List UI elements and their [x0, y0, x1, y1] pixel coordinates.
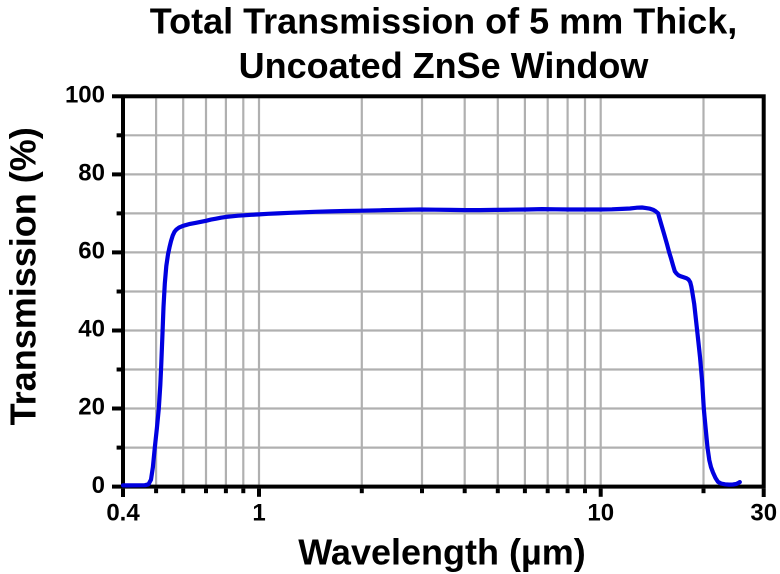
svg-text:20: 20	[78, 394, 105, 421]
svg-text:0.4: 0.4	[106, 500, 140, 527]
svg-text:Uncoated ZnSe Window: Uncoated ZnSe Window	[239, 45, 650, 86]
svg-text:0: 0	[92, 472, 105, 499]
svg-text:10: 10	[587, 500, 614, 527]
svg-text:Total Transmission of 5 mm Thi: Total Transmission of 5 mm Thick,	[150, 0, 737, 41]
svg-text:Wavelength (µm): Wavelength (µm)	[298, 532, 585, 573]
svg-text:40: 40	[78, 316, 105, 343]
svg-text:30: 30	[750, 500, 777, 527]
svg-text:60: 60	[78, 238, 105, 265]
svg-text:100: 100	[65, 82, 105, 109]
svg-text:1: 1	[252, 500, 265, 527]
svg-text:Transmission (%): Transmission (%)	[2, 127, 43, 425]
svg-text:80: 80	[78, 160, 105, 187]
